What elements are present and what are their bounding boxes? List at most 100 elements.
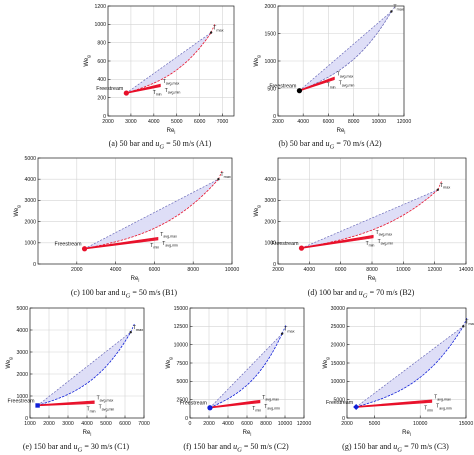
- caption-text: = 50 m/s (C2): [241, 442, 289, 451]
- x-tick-label: 15000: [459, 421, 474, 427]
- tavg-max-label: Tavg,max: [434, 395, 451, 402]
- trajectory-extension: [218, 170, 223, 180]
- tavg-min-label: Tavg,min: [162, 241, 178, 248]
- y-tick-label: 1000: [264, 59, 276, 65]
- caption-c3: (g) 150 bar and uG = 70 m/s (C3): [317, 442, 474, 454]
- tmax-label: Tmax: [284, 327, 295, 334]
- caption-text: = 50 m/s (B1): [130, 288, 178, 297]
- y-tick-label: 10000: [331, 379, 346, 385]
- tmax-label: Tmax: [440, 183, 451, 190]
- tmin-label: Tmin: [153, 90, 162, 97]
- caption-text: (f) 150 bar and: [183, 442, 234, 451]
- freestream-label: Freestream: [271, 241, 299, 247]
- x-tick-label: 4000: [297, 119, 309, 125]
- x-tick-label: 7000: [217, 119, 229, 125]
- average-trajectory-line: [209, 402, 261, 409]
- x-tick-label: 3000: [125, 119, 137, 125]
- x-tick-label: 2000: [341, 421, 353, 427]
- y-tick-label: 5000: [333, 397, 345, 403]
- y-tick-label: 1000: [264, 241, 276, 247]
- caption-c2: (f) 150 bar and uG = 50 m/s (C2): [160, 442, 312, 454]
- x-axis-label: Rel: [131, 276, 140, 283]
- envelope-upper-edge: [299, 11, 392, 91]
- caption-text: = 30 m/s (C1): [82, 442, 130, 451]
- x-tick-label: 12000: [397, 119, 412, 125]
- caption-var: u: [325, 139, 330, 148]
- tavg-min-label: Tavg,min: [378, 239, 394, 246]
- average-trajectory-line: [299, 78, 335, 92]
- envelope-upper-edge: [37, 331, 131, 406]
- average-trajectory-line: [84, 239, 159, 250]
- envelope-upper-edge: [355, 326, 464, 408]
- caption-var: u: [233, 442, 238, 451]
- tavg-min-label: Tavg,min: [99, 405, 115, 412]
- freestream-marker: [296, 88, 303, 94]
- x-tick-label: 2000: [102, 119, 114, 125]
- freestream-marker: [35, 403, 40, 408]
- tmax-marker: [436, 188, 439, 191]
- freestream-label: Freestream: [96, 86, 124, 92]
- freestream-label: Freestream: [8, 398, 36, 404]
- y-tick-label: 2000: [264, 4, 276, 10]
- freestream-marker: [353, 404, 360, 410]
- y-tick-label: 1000: [16, 394, 28, 400]
- y-tick-label: 1200: [94, 4, 106, 10]
- tmax-marker: [390, 10, 393, 13]
- x-tick-label: 4000: [304, 267, 316, 273]
- tmax-marker: [280, 332, 284, 335]
- caption-sub: G: [159, 143, 165, 151]
- x-tick-label: 10000: [225, 267, 240, 273]
- trajectory-extension: [281, 324, 287, 334]
- x-axis-label: Rel: [167, 128, 176, 135]
- freestream-marker: [207, 405, 213, 411]
- tmax-marker: [462, 325, 465, 328]
- y-tick-label: 2500: [176, 397, 188, 403]
- y-tick-label: 2000: [16, 372, 28, 378]
- tavg-min-label: Tavg,min: [264, 404, 280, 411]
- x-tick-label: 3000: [62, 421, 74, 427]
- caption-var: u: [393, 442, 398, 451]
- tavg-min-label: Tavg,min: [436, 404, 452, 411]
- trajectory-curve: [126, 32, 212, 94]
- x-axis-label: Rel: [337, 128, 346, 135]
- x-tick-label: 4000: [110, 267, 122, 273]
- tmin-label: Tmin: [87, 407, 96, 414]
- x-tick-label: 10000: [396, 267, 411, 273]
- y-tick-label: 25000: [331, 324, 346, 330]
- tmax-label: Tmax: [220, 172, 231, 179]
- trajectory-curve: [37, 331, 132, 406]
- freestream-marker: [81, 246, 88, 252]
- x-tick-label: 5000: [171, 119, 183, 125]
- x-tick-label: 12000: [297, 421, 312, 427]
- freestream-label: Freestream: [326, 400, 354, 406]
- caption-text: (g) 150 bar and: [342, 442, 394, 451]
- x-tick-label: 10000: [372, 119, 387, 125]
- tavg-max-label: Tavg,max: [376, 230, 393, 237]
- envelope-upper-edge: [301, 189, 438, 249]
- envelope-upper-edge: [84, 178, 219, 250]
- y-tick-label: 2000: [264, 219, 276, 225]
- tavg-max-label: Tavg,max: [163, 79, 180, 86]
- y-tick-label: 15000: [331, 361, 346, 367]
- caption-text: (e) 150 bar and: [22, 442, 74, 451]
- panel-a2: Freestream Tmax Tavg,max Tmin Tavg,min 2000 40…: [248, 0, 412, 152]
- y-tick-label: 3000: [264, 198, 276, 204]
- tmin-label: Tmin: [252, 406, 261, 413]
- x-tick-label: 8000: [187, 267, 199, 273]
- y-tick-label: 0: [103, 114, 106, 120]
- y-tick-label: 5000: [176, 379, 188, 385]
- freestream-marker: [123, 90, 129, 96]
- tmin-label: Tmin: [424, 406, 433, 413]
- y-tick-label: 0: [273, 262, 276, 268]
- caption-text: (d) 100 bar and: [307, 288, 359, 297]
- y-tick-label: 4000: [264, 177, 276, 183]
- y-tick-label: 1000: [24, 241, 36, 247]
- tavg-min-label: Tavg,min: [339, 81, 355, 88]
- x-tick-label: 5000: [369, 421, 381, 427]
- y-tick-label: 3000: [16, 350, 28, 356]
- trajectory-extension: [437, 180, 443, 190]
